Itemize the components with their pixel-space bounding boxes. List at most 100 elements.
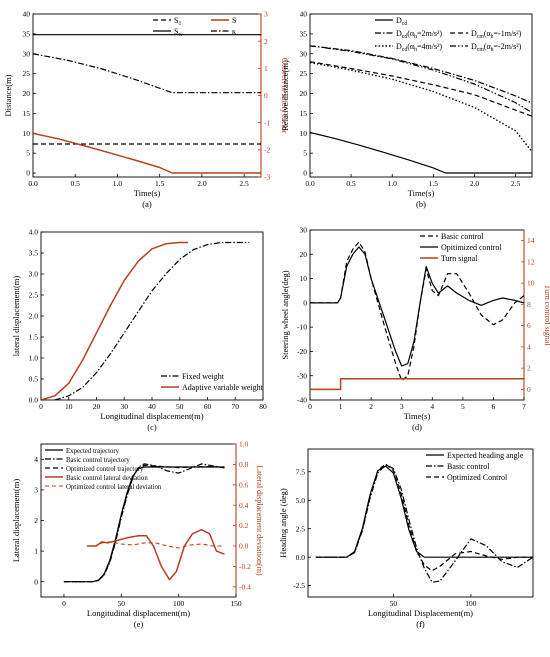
x-tick-label: 0.5 <box>71 179 81 188</box>
y-tick-label: 20 <box>23 89 31 98</box>
y-axis-label: lateral displacement(m) <box>11 276 21 357</box>
panel-a: 0.0 0.5 1.0 1.5 2.0 2.50510152025303540-3-2-1… <box>3 10 289 209</box>
y-tick-label: 2.5 <box>296 524 306 533</box>
y-tick-label: 0.0 <box>296 553 306 562</box>
plot-frame <box>307 448 534 598</box>
panel-caption: (a) <box>142 199 152 209</box>
x-tick-label: 50 <box>390 599 398 608</box>
y-tick-label: 30 <box>23 49 31 58</box>
legend-label: S <box>232 16 236 25</box>
y-tick-label: 3.5 <box>29 249 39 258</box>
y-axis-label: Relative distance(m) <box>280 60 290 131</box>
y-tick-label: 7.5 <box>296 467 306 476</box>
y-tick-label: -10 <box>297 323 307 332</box>
y-tick-label: 3 <box>34 486 38 495</box>
panel-b: 0.0 0.5 1.0 1.5 2.0 2.5 0 5 10 15 20 25 30 35 40 Time(s… <box>280 10 533 209</box>
legend-label: Optimized control lateral deviation <box>66 484 162 491</box>
x-tick-label: 0 <box>62 599 66 608</box>
y-tick-label: 10 <box>300 129 308 138</box>
legend-label: Dcm(αh=-2m/s²) <box>471 42 522 53</box>
series-line-1 <box>54 241 250 400</box>
y-tick-label: 0 <box>34 577 38 586</box>
y2-tick-label: 2 <box>527 364 531 373</box>
y-tick-label: 25 <box>300 69 308 78</box>
y2-tick-label: 8 <box>527 300 531 309</box>
legend-label: Fixed weight <box>182 372 225 381</box>
legend-label: Basic control <box>447 462 490 471</box>
series-line-3 <box>63 464 225 583</box>
x-tick-label: 1 <box>339 402 343 411</box>
legend: Dcd Dcd(αh=2m/s²) Dcm(αh=-1m/s²) Dcd(αh=4m/… <box>375 16 522 53</box>
x-tick-label: 4 <box>430 402 434 411</box>
x-tick-label: 0.5 <box>346 179 356 188</box>
y-tick-label: 2.5 <box>29 291 39 300</box>
x-tick-label: 20 <box>93 402 101 411</box>
y2-tick-label: 0.0 <box>239 542 249 551</box>
y-tick-label: 15 <box>23 109 31 118</box>
series-line-2 <box>315 464 533 583</box>
series-line-2 <box>310 246 524 367</box>
legend: Basic control Opitimized control Turn sign… <box>420 232 502 263</box>
panel-f: 50 100 -2.5 0.0 2.5 5.0 7.5 Longitudinal Displa… <box>278 448 534 629</box>
y-tick-label: 2.0 <box>29 312 39 321</box>
y-tick-label: 0 <box>26 169 30 178</box>
y-tick-label: 4 <box>34 455 38 464</box>
legend-label: S1 <box>174 16 181 27</box>
x-tick-label: 0.0 <box>28 179 38 188</box>
series-line-5 <box>310 45 532 114</box>
x-tick-label: 70 <box>232 402 240 411</box>
y-axis-label: Lateral displacement(m) <box>11 479 21 562</box>
panel-d: 0 1 2 3 4 5 6 7-40-30-20-10010203002468101214Tu… <box>280 226 550 432</box>
legend-label: κ <box>232 27 236 36</box>
y-tick-label: 1.0 <box>29 354 39 363</box>
legend-label: Turn signal <box>441 254 478 263</box>
series-line-2 <box>310 45 532 104</box>
legend-label: Expected trajectory <box>66 448 120 455</box>
x-tick-label: 3 <box>400 402 404 411</box>
y2-tick-label: -3 <box>264 173 270 182</box>
panel-c: 0 10 20 30 40 50 60 70 80 0.0 0.5 1.0 1.5 2.0 2.5 3.0 3.… <box>11 228 267 432</box>
y-tick-label: 3.0 <box>29 270 39 279</box>
x-tick-label: 80 <box>259 402 267 411</box>
y-tick-label: 30 <box>300 226 308 235</box>
y-tick-label: 2 <box>34 516 38 525</box>
x-tick-label: 2.0 <box>197 179 207 188</box>
y-tick-label: 20 <box>300 250 308 259</box>
panel-caption: (b) <box>416 199 426 209</box>
y-tick-label: 15 <box>300 109 308 118</box>
y-tick-label: 10 <box>23 129 31 138</box>
series-line-3 <box>310 61 532 117</box>
y2-axis-label: Turn control signal <box>543 284 550 346</box>
legend-label: Expected heading angle <box>447 451 524 460</box>
y2-axis-label: Lateral displacement deviation(m) <box>255 465 264 576</box>
y2-tick-label: 0 <box>527 385 531 394</box>
y2-tick-label: 1.0 <box>239 440 249 449</box>
panel-caption: (f) <box>416 619 425 629</box>
y-tick-label: 40 <box>23 10 31 19</box>
y-tick-label: 1.5 <box>29 333 39 342</box>
x-tick-label: 50 <box>118 599 126 608</box>
y-tick-label: 20 <box>300 89 308 98</box>
series-line-1 <box>310 131 532 174</box>
plot-frame <box>32 13 262 178</box>
y-tick-label: 5.0 <box>296 496 306 505</box>
panel-caption: (c) <box>147 422 157 432</box>
y-tick-label: 35 <box>23 29 31 38</box>
series-line-4 <box>86 528 225 581</box>
legend-label: Dcd(αh=2m/s²) <box>396 29 442 40</box>
y-tick-label: -30 <box>297 371 307 380</box>
y2-tick-label: 4 <box>527 342 531 351</box>
y2-tick-label: 0.8 <box>239 460 249 469</box>
y-tick-label: 1 <box>34 547 38 556</box>
y-tick-label: -2.5 <box>293 581 305 590</box>
x-tick-label: 5 <box>461 402 465 411</box>
x-axis-label: Time(s) <box>134 188 161 198</box>
y-axis-label: Steering wheel angle(deg) <box>280 270 290 359</box>
y2-tick-label: 0 <box>264 91 268 100</box>
y2-tick-label: 0.6 <box>239 480 249 489</box>
legend: Expected trajectory Basic control traject… <box>45 448 162 491</box>
legend-label: Dcd(αh=4m/s²) <box>396 42 442 53</box>
series-line-3 <box>310 378 524 391</box>
legend-label: Basic control lateral deviation <box>66 475 148 482</box>
legend-label: Optimized Control <box>447 473 508 482</box>
